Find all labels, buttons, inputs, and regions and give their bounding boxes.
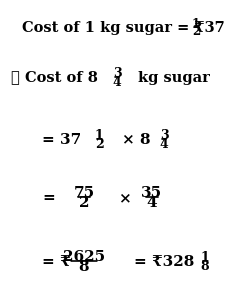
Text: kg sugar: kg sugar bbox=[138, 71, 210, 85]
Text: 35: 35 bbox=[142, 186, 163, 200]
Text: 1: 1 bbox=[200, 251, 209, 264]
Text: = ₹328: = ₹328 bbox=[134, 255, 194, 269]
Text: 3: 3 bbox=[113, 67, 121, 80]
Text: 4: 4 bbox=[160, 138, 168, 151]
Text: 4: 4 bbox=[147, 196, 157, 210]
Text: 2: 2 bbox=[94, 138, 104, 151]
Text: =: = bbox=[42, 191, 55, 205]
Text: Cost of 8: Cost of 8 bbox=[25, 71, 98, 85]
Text: 1: 1 bbox=[94, 129, 104, 142]
Text: ×: × bbox=[118, 191, 131, 205]
Text: 2: 2 bbox=[192, 25, 200, 38]
Text: × 8: × 8 bbox=[122, 133, 150, 147]
Text: Cost of 1 kg sugar = ₹37: Cost of 1 kg sugar = ₹37 bbox=[22, 21, 225, 35]
Text: 8: 8 bbox=[79, 260, 89, 274]
Text: 2: 2 bbox=[79, 196, 89, 210]
Text: 4: 4 bbox=[112, 76, 122, 89]
Text: = ₹: = ₹ bbox=[42, 255, 71, 269]
Text: 3: 3 bbox=[160, 129, 168, 142]
Text: = 37: = 37 bbox=[42, 133, 81, 147]
Text: 75: 75 bbox=[74, 186, 94, 200]
Text: 1: 1 bbox=[192, 18, 200, 31]
Text: 2625: 2625 bbox=[63, 250, 105, 264]
Text: 8: 8 bbox=[201, 260, 209, 273]
Text: ∴: ∴ bbox=[10, 71, 19, 85]
